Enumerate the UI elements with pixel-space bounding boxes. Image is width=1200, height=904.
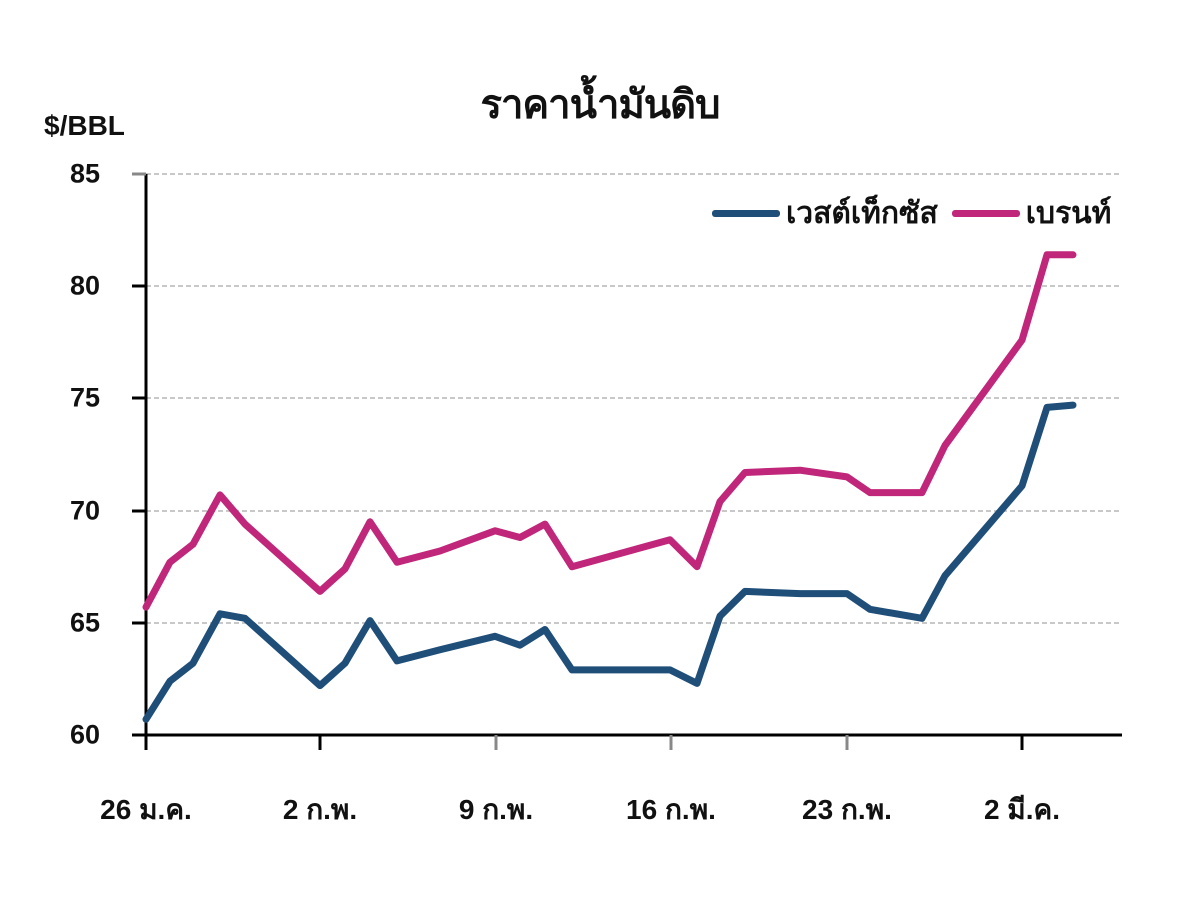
legend-item-wti: เวสต์เท็กซัส — [712, 190, 938, 237]
y-tick-label: 65 — [70, 607, 101, 638]
x-tick-label: 23 ก.พ. — [802, 794, 892, 825]
y-axis-label: $/BBL — [44, 110, 125, 141]
y-axis — [132, 172, 148, 750]
y-tick-label: 75 — [70, 382, 101, 413]
x-axis — [132, 733, 1122, 750]
y-tick-label: 70 — [70, 495, 101, 526]
y-tick-label: 60 — [70, 719, 101, 750]
x-tick-label: 16 ก.พ. — [626, 794, 716, 825]
x-tick-label: 2 ก.พ. — [282, 794, 358, 825]
legend-label-brent: เบรนท์ — [1025, 197, 1112, 230]
x-tick-label: 26 ม.ค. — [100, 794, 192, 825]
legend-swatch-brent — [951, 210, 1020, 217]
x-tick-label: 2 มี.ค. — [983, 794, 1061, 825]
gridlines — [146, 173, 1122, 624]
legend-swatch-wti — [712, 210, 780, 217]
legend-label-wti: เวสต์เท็กซัส — [786, 197, 938, 230]
brent-series-line — [142, 251, 1077, 611]
chart-title: ราคาน้ำมันดิบ — [480, 83, 720, 127]
legend: เวสต์เท็กซัส เบรนท์ — [712, 190, 1125, 237]
x-tick-label: 9 ก.พ. — [458, 794, 534, 825]
y-tick-label: 80 — [70, 270, 101, 301]
legend-item-brent: เบรนท์ — [951, 190, 1112, 237]
y-tick-label: 85 — [70, 158, 101, 189]
wti-series-line — [142, 401, 1077, 723]
